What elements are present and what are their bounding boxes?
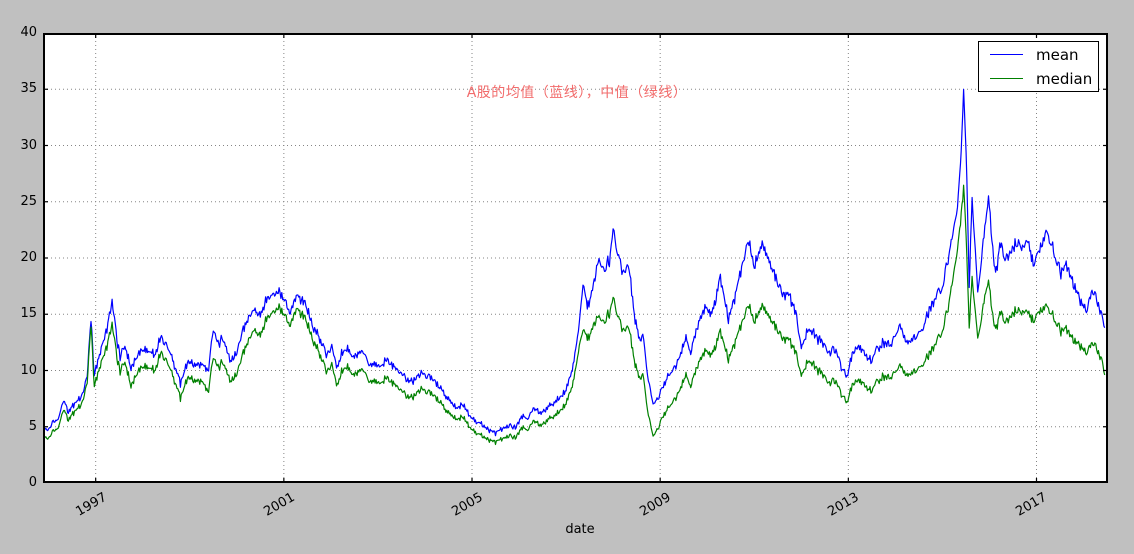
x-tick-label: 2001	[261, 490, 298, 520]
y-tick-label: 30	[20, 137, 37, 153]
plot-spines	[43, 33, 1108, 483]
y-tick-label: 10	[20, 362, 37, 378]
y-tick-label: 40	[20, 25, 37, 40]
y-tick-label: 0	[28, 475, 37, 490]
chart-canvas	[43, 33, 1108, 483]
x-tick-label: 2009	[637, 490, 674, 520]
median-line-swatch	[990, 78, 1023, 79]
y-tick-label: 5	[28, 418, 37, 434]
x-tick-label: 2005	[449, 490, 486, 520]
legend-label-median: median	[1036, 69, 1093, 88]
legend: mean median	[978, 41, 1099, 92]
legend-item-median: median	[979, 69, 1098, 89]
y-tick-label: 35	[20, 81, 37, 97]
x-tick-label: 2017	[1013, 490, 1050, 520]
mean-line	[43, 88, 1106, 437]
mean-line-swatch	[990, 54, 1023, 55]
legend-label-mean: mean	[1036, 45, 1079, 64]
plot-area	[43, 33, 1108, 483]
y-tick-label: 20	[20, 250, 37, 265]
y-tick-label: 25	[20, 193, 37, 209]
legend-item-mean: mean	[979, 45, 1098, 65]
chart-title-annotation: A股的均值（蓝线），中值（绿线）	[466, 85, 688, 101]
median-line	[43, 184, 1106, 446]
x-tick-label: 2013	[825, 490, 862, 520]
x-axis-label: date	[565, 522, 595, 537]
x-tick-label: 1997	[73, 490, 110, 520]
y-tick-label: 15	[20, 306, 37, 322]
